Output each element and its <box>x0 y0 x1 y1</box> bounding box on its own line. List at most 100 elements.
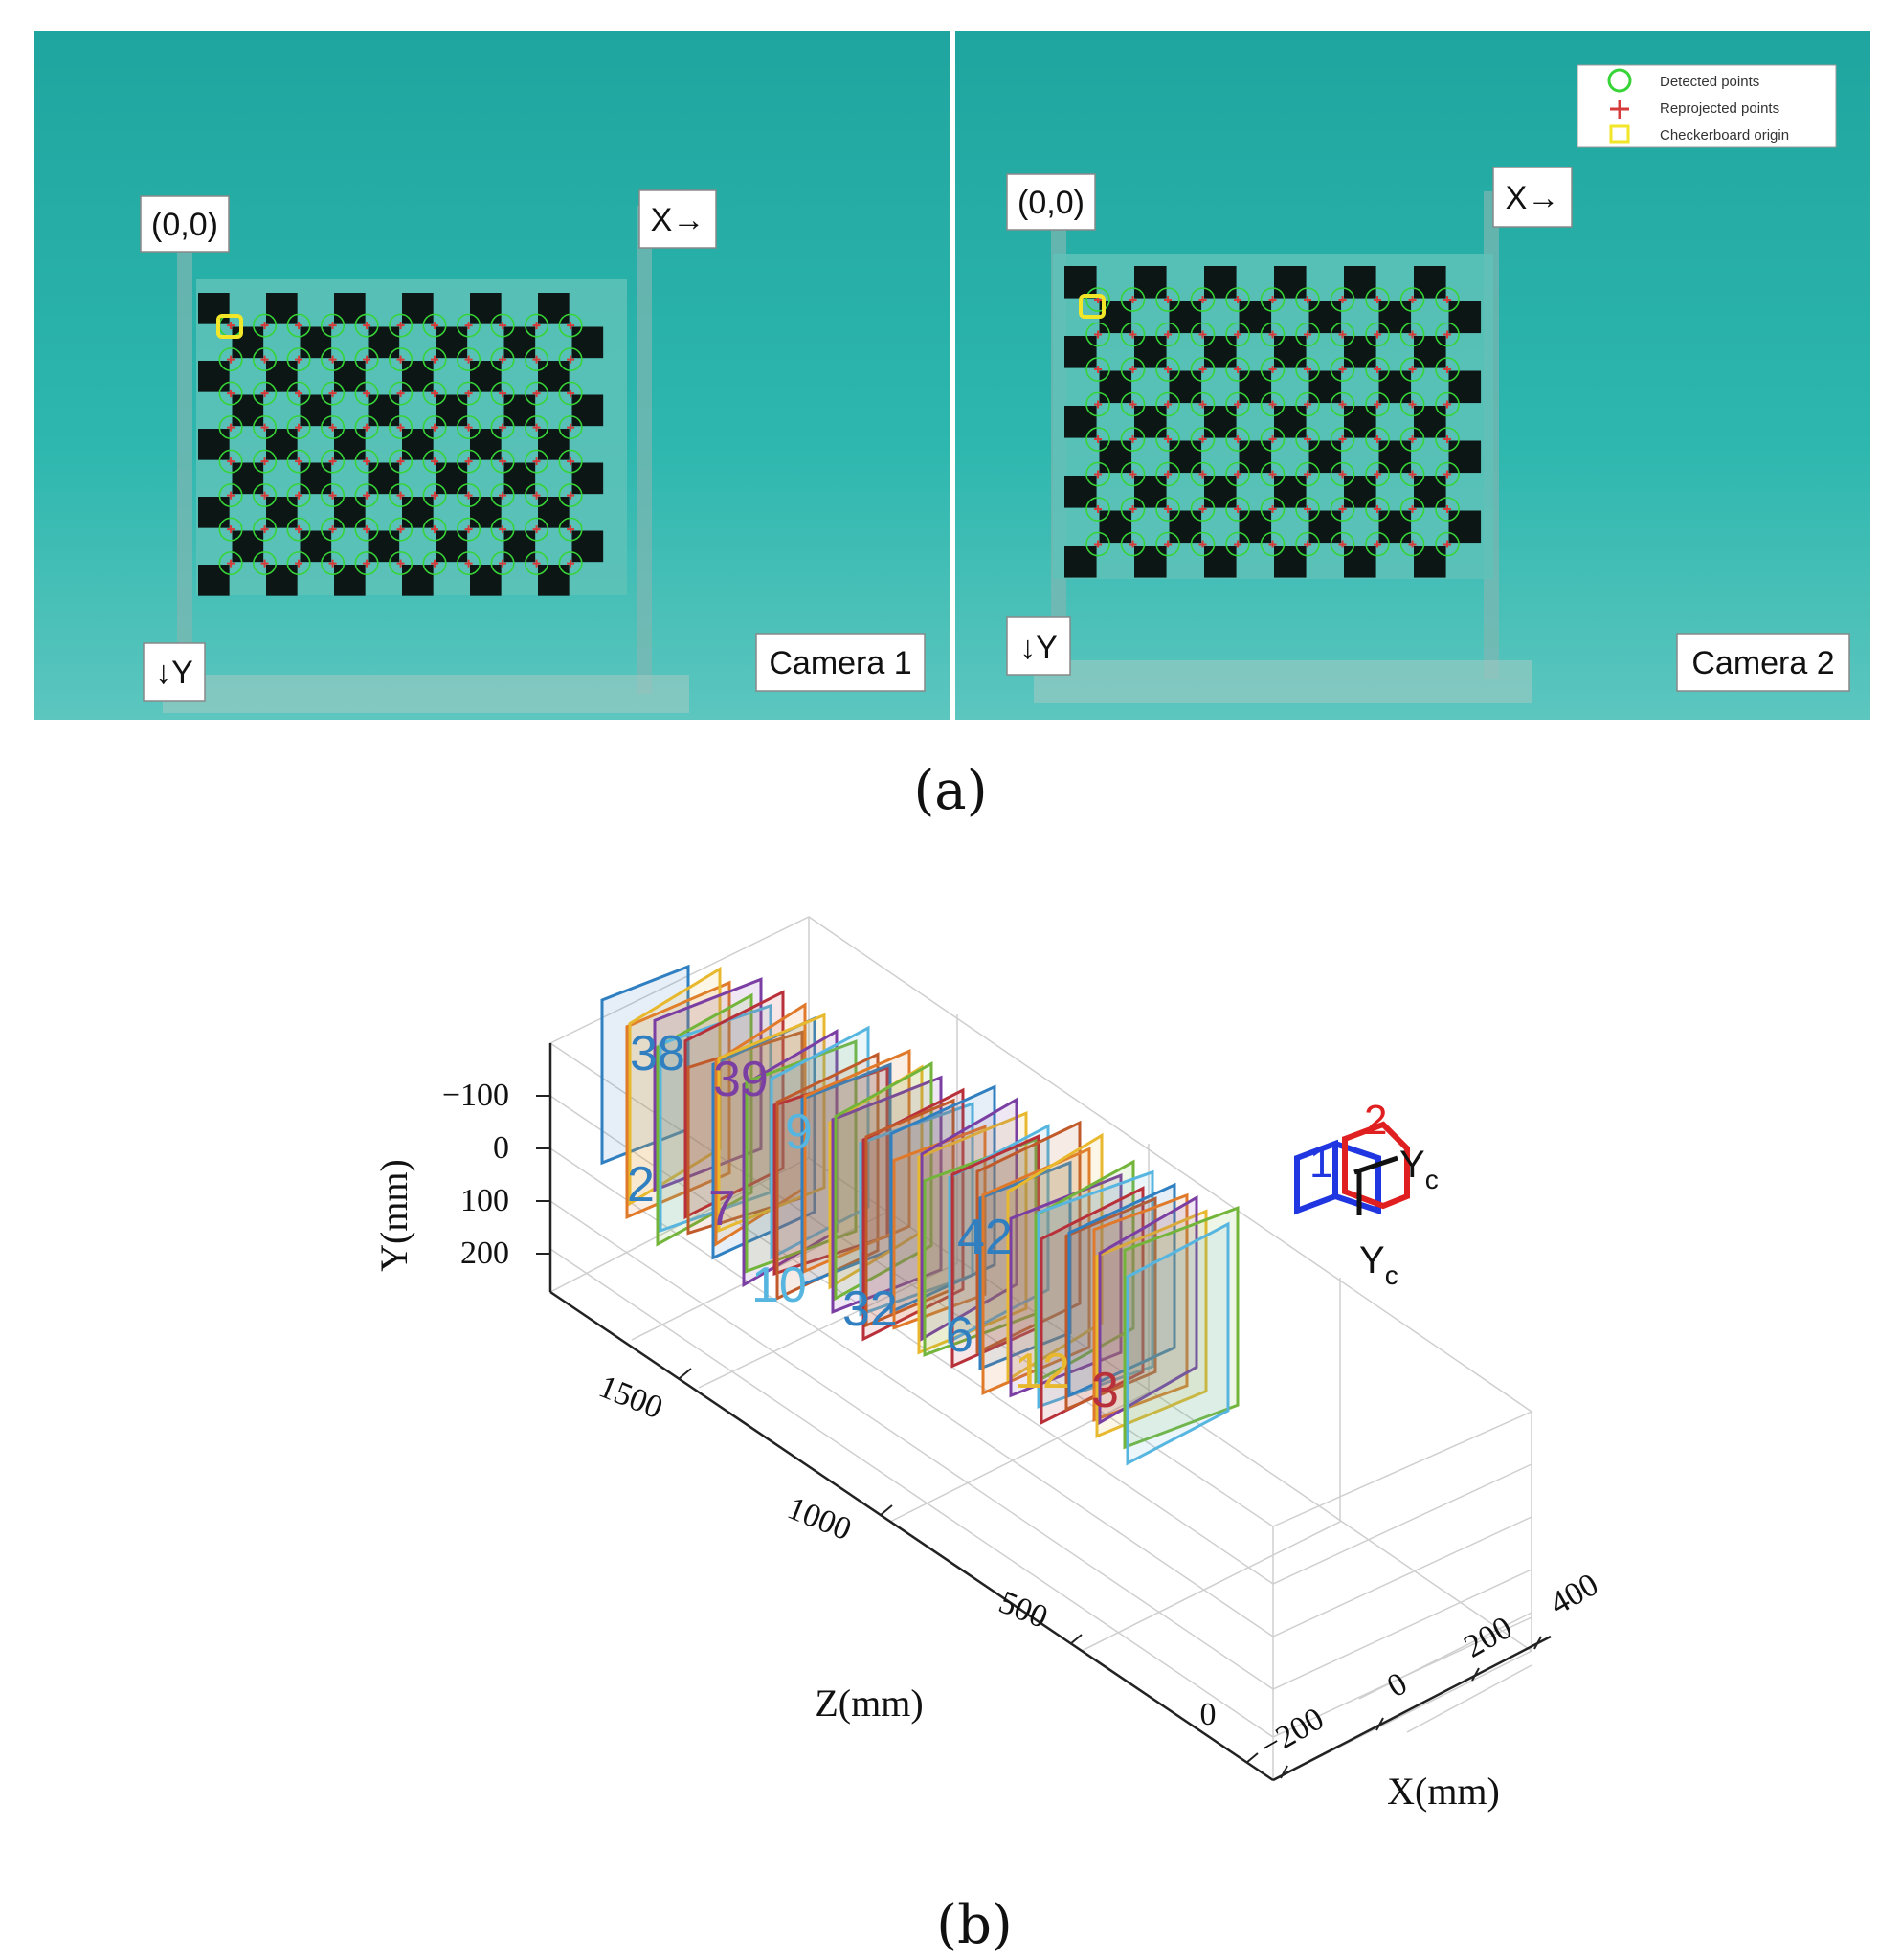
checker-square <box>1169 370 1202 404</box>
detected-point <box>457 551 481 576</box>
detected-point <box>1260 427 1286 452</box>
reprojected-point <box>1268 470 1277 479</box>
reprojected-point <box>1268 540 1277 548</box>
detected-point <box>422 483 447 508</box>
checker-square <box>470 293 502 324</box>
checker-square <box>1204 266 1237 299</box>
reprojected-point <box>567 559 575 568</box>
detected-point <box>490 551 515 576</box>
svg-text:X→: X→ <box>651 202 705 238</box>
reprojected-point <box>1374 505 1382 514</box>
detected-point <box>286 381 311 406</box>
reprojected-point <box>227 457 235 466</box>
y-axis-label-2: ↓Y <box>1006 616 1071 676</box>
detected-point <box>286 415 311 440</box>
board-number: 10 <box>751 1258 807 1313</box>
checker-square <box>266 429 298 460</box>
detected-point <box>354 415 379 440</box>
checker-square <box>1378 370 1412 404</box>
reprojected-point <box>464 457 473 466</box>
detected-point <box>1295 497 1320 522</box>
reprojected-point <box>1338 400 1347 409</box>
reprojected-point <box>1198 540 1207 548</box>
checker-square <box>198 429 230 460</box>
detected-point <box>1260 357 1286 382</box>
detected-point <box>1155 287 1180 312</box>
detected-point <box>218 381 243 406</box>
detected-point <box>389 551 414 576</box>
checker-square <box>402 361 434 392</box>
detected-point <box>1190 287 1216 312</box>
detected-point <box>218 483 243 508</box>
reprojected-point <box>260 390 269 398</box>
detected-point <box>1399 531 1425 557</box>
detected-point <box>558 483 583 508</box>
detected-point <box>1295 531 1320 557</box>
detected-point <box>354 449 379 474</box>
checkerboard-origin-icon <box>1609 124 1630 144</box>
checker-square <box>436 462 468 495</box>
y-tick: 0 <box>493 1130 509 1166</box>
camera-2-number: 2 <box>1364 1097 1387 1144</box>
reprojected-point <box>1234 400 1242 409</box>
detected-point <box>1260 287 1286 312</box>
checker-square <box>1344 336 1376 368</box>
reprojected-points-icon <box>1610 100 1629 119</box>
detected-point <box>1295 461 1320 487</box>
checker-square <box>1204 336 1237 368</box>
checker-square <box>1239 370 1272 404</box>
reprojected-point <box>431 423 439 432</box>
reprojected-point <box>1268 505 1277 514</box>
detected-point <box>1225 391 1250 417</box>
svg-text:Camera 1: Camera 1 <box>769 645 911 681</box>
reprojected-point <box>1164 505 1173 514</box>
svg-text:Checkerboard origin: Checkerboard origin <box>1660 127 1789 144</box>
origin-marker <box>216 314 243 339</box>
checker-square <box>1169 510 1202 544</box>
detected-point <box>1225 357 1250 382</box>
checker-square <box>266 361 298 392</box>
checker-square <box>300 530 332 563</box>
reprojected-point <box>464 423 473 432</box>
detected-point <box>286 449 311 474</box>
checker-square <box>334 565 366 596</box>
detected-point <box>253 347 278 372</box>
checker-square <box>1134 336 1167 368</box>
reprojected-point <box>396 491 405 500</box>
detected-point <box>1190 427 1216 452</box>
detected-point <box>354 381 379 406</box>
checker-square <box>470 565 502 596</box>
z-tick: 0 <box>1200 1697 1217 1732</box>
reprojected-point <box>1408 505 1417 514</box>
detected-point <box>558 313 583 338</box>
checkerboard-camera-1 <box>198 293 604 596</box>
detected-point <box>1120 357 1146 382</box>
detected-point <box>1260 391 1286 417</box>
checker-square <box>503 462 536 495</box>
detected-point <box>1330 322 1355 347</box>
reprojected-point <box>295 390 303 398</box>
detected-point <box>525 415 549 440</box>
calibration-board <box>683 990 785 1220</box>
calibration-boards <box>600 964 1240 1466</box>
detected-point <box>218 415 243 440</box>
checker-square <box>1448 301 1482 334</box>
reprojected-point <box>1374 435 1382 444</box>
reprojected-point <box>1304 505 1312 514</box>
reprojected-point <box>431 457 439 466</box>
detected-point <box>558 347 583 372</box>
stereo-cameras: 1 2 Yc Yc <box>1294 1097 1439 1290</box>
detected-point <box>525 313 549 338</box>
checkerboard-camera-2 <box>1064 266 1482 578</box>
reprojected-point <box>295 491 303 500</box>
reprojected-point <box>1129 296 1137 304</box>
checker-square <box>1099 510 1132 544</box>
reprojected-point <box>363 525 371 534</box>
reprojected-point <box>227 322 235 330</box>
reprojected-point <box>295 457 303 466</box>
checker-square <box>402 497 434 528</box>
detected-point <box>1155 497 1180 522</box>
reprojected-point <box>431 559 439 568</box>
reprojected-point <box>227 559 235 568</box>
reprojected-point <box>1408 435 1417 444</box>
